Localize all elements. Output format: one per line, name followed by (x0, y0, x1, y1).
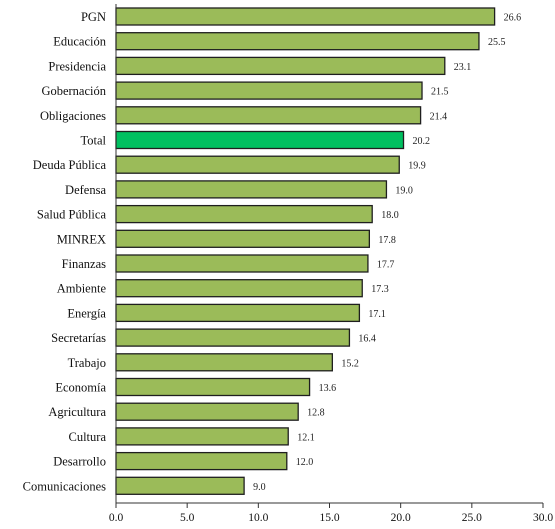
category-label: Gobernación (41, 84, 106, 98)
bar-4 (115, 106, 422, 125)
bar-12 (115, 303, 361, 323)
x-axis: 0.0 5.0 10.0 15.0 20.0 25.0 30.0 (109, 4, 553, 524)
category-label: Agricultura (48, 405, 106, 419)
value-label: 12.0 (296, 457, 314, 468)
bar-11 (115, 279, 363, 298)
value-labels: 26.6 25.5 23.1 21.5 21.4 20.2 19.9 19.0 18.0 17.8… (253, 13, 521, 493)
value-label: 17.1 (368, 309, 386, 320)
value-label: 20.2 (413, 136, 431, 147)
bar-0 (115, 7, 496, 26)
category-label: Ambiente (57, 282, 107, 296)
category-label: Educación (53, 35, 107, 49)
bar-15 (115, 377, 311, 397)
bar-10 (115, 254, 369, 273)
bar-17 (115, 427, 289, 446)
value-label: 9.0 (253, 482, 266, 493)
value-label: 21.4 (430, 111, 448, 122)
value-label: 17.8 (378, 235, 396, 246)
value-label: 18.0 (381, 210, 399, 221)
value-label: 21.5 (431, 87, 449, 98)
bar-9 (115, 229, 371, 248)
category-label: Finanzas (62, 257, 107, 271)
value-label: 23.1 (454, 62, 472, 73)
category-label: Trabajo (68, 356, 106, 370)
category-label: MINREX (57, 232, 106, 246)
x-tick-label: 10.0 (248, 512, 268, 524)
bar-18 (115, 451, 288, 471)
category-label: Secretarías (51, 331, 106, 345)
category-label: Presidencia (48, 59, 106, 73)
bar-14 (115, 353, 333, 372)
x-tick-label: 30.0 (533, 512, 553, 524)
x-tick-label: 15.0 (319, 512, 339, 524)
category-label: Obligaciones (40, 109, 106, 123)
value-label: 13.6 (319, 383, 337, 394)
value-label: 25.5 (488, 37, 506, 48)
value-label: 17.3 (371, 284, 389, 295)
x-tick-label: 0.0 (109, 512, 124, 524)
category-label: Defensa (65, 183, 106, 197)
category-label: Comunicaciones (23, 479, 106, 493)
value-label: 15.2 (341, 358, 359, 369)
bars (115, 7, 496, 495)
bar-16 (115, 402, 299, 421)
category-labels: PGN Educación Presidencia Gobernación Obliga… (23, 10, 107, 493)
category-label: Economía (55, 381, 106, 395)
value-label: 17.7 (377, 260, 395, 271)
bar-3 (115, 81, 423, 100)
value-label: 12.1 (297, 432, 315, 443)
category-label: Desarrollo (53, 455, 106, 469)
x-tick-label: 25.0 (462, 512, 482, 524)
value-label: 19.9 (408, 161, 426, 172)
bar-13 (115, 328, 351, 347)
category-label: Total (80, 134, 106, 148)
category-label: Energía (67, 306, 106, 320)
value-label: 19.0 (395, 185, 413, 196)
category-label: Deuda Pública (33, 158, 107, 172)
bar-6 (115, 155, 400, 174)
bar-2 (115, 56, 446, 76)
bar-7 (115, 180, 388, 199)
bar-19 (115, 476, 245, 495)
category-label: Cultura (69, 430, 107, 444)
category-label: Salud Pública (37, 208, 107, 222)
value-label: 26.6 (504, 13, 522, 24)
x-tick-label: 20.0 (391, 512, 411, 524)
value-label: 16.4 (358, 334, 376, 345)
value-label: 12.8 (307, 408, 325, 419)
bar-1 (115, 32, 480, 51)
x-tick-label: 5.0 (180, 512, 195, 524)
bar-5 (115, 130, 405, 150)
bar-8 (115, 204, 373, 224)
category-label: PGN (81, 10, 106, 24)
